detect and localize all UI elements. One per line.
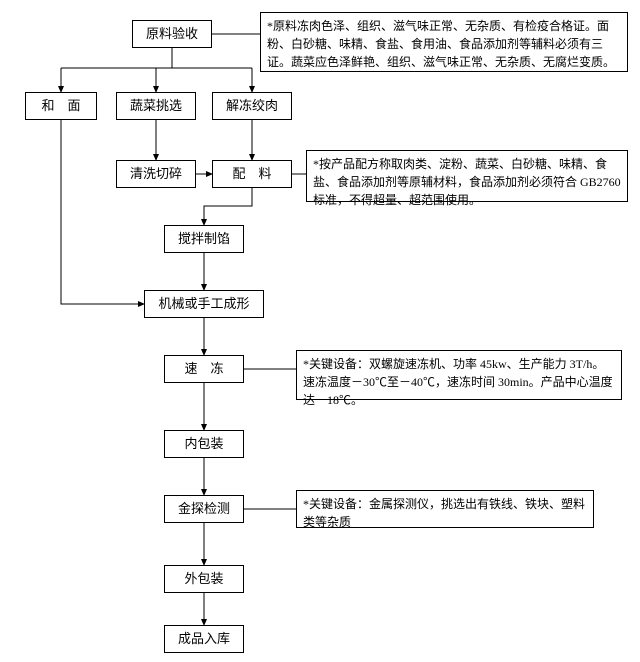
- node-label: 外包装: [184, 571, 223, 587]
- node-metal: 金探检测: [164, 495, 244, 523]
- node-label: 金探检测: [178, 501, 230, 517]
- node-mix: 配 料: [212, 160, 292, 188]
- node-label: 原料验收: [146, 26, 198, 42]
- note-text: *原料冻肉色泽、组织、滋气味正常、无杂质、有检疫合格证。面粉、白砂糖、味精、食盐…: [267, 19, 615, 69]
- node-label: 清洗切碎: [130, 166, 182, 182]
- node-label: 和 面: [41, 98, 80, 114]
- node-label: 搅拌制馅: [178, 231, 230, 247]
- node-form: 机械或手工成形: [144, 290, 264, 318]
- note-metal: *关键设备：金属探测仪，挑选出有铁线、铁块、塑料类等杂质: [296, 490, 594, 528]
- node-veg: 蔬菜挑选: [116, 92, 196, 120]
- note-freeze: *关键设备：双螺旋速冻机、功率 45kw、生产能力 3T/h。速冻温度－30℃至…: [296, 350, 622, 400]
- node-label: 配 料: [232, 166, 271, 182]
- flowchart-canvas: 原料验收 和 面 蔬菜挑选 解冻绞肉 清洗切碎 配 料 搅拌制馅 机械或手工成形…: [0, 0, 640, 662]
- node-label: 解冻绞肉: [226, 98, 278, 114]
- node-stir: 搅拌制馅: [164, 225, 244, 253]
- node-outpack: 外包装: [164, 565, 244, 593]
- node-store: 成品入库: [164, 625, 244, 653]
- node-thaw: 解冻绞肉: [212, 92, 292, 120]
- node-inpack: 内包装: [164, 430, 244, 458]
- node-label: 成品入库: [178, 631, 230, 647]
- node-label: 内包装: [184, 436, 223, 452]
- node-raw: 原料验收: [132, 20, 212, 48]
- node-label: 机械或手工成形: [158, 296, 249, 312]
- note-raw: *原料冻肉色泽、组织、滋气味正常、无杂质、有检疫合格证。面粉、白砂糖、味精、食盐…: [260, 12, 628, 72]
- note-mix: *按产品配方称取肉类、淀粉、蔬菜、白砂糖、味精、食盐、食品添加剂等原辅材料，食品…: [306, 150, 628, 202]
- node-label: 蔬菜挑选: [130, 98, 182, 114]
- node-label: 速 冻: [184, 361, 223, 377]
- node-dough: 和 面: [25, 92, 97, 120]
- note-text: *关键设备：双螺旋速冻机、功率 45kw、生产能力 3T/h。速冻温度－30℃至…: [303, 357, 613, 407]
- node-wash: 清洗切碎: [116, 160, 196, 188]
- node-freeze: 速 冻: [164, 355, 244, 383]
- note-text: *按产品配方称取肉类、淀粉、蔬菜、白砂糖、味精、食盐、食品添加剂等原辅材料，食品…: [313, 157, 621, 207]
- note-text: *关键设备：金属探测仪，挑选出有铁线、铁块、塑料类等杂质: [303, 497, 585, 529]
